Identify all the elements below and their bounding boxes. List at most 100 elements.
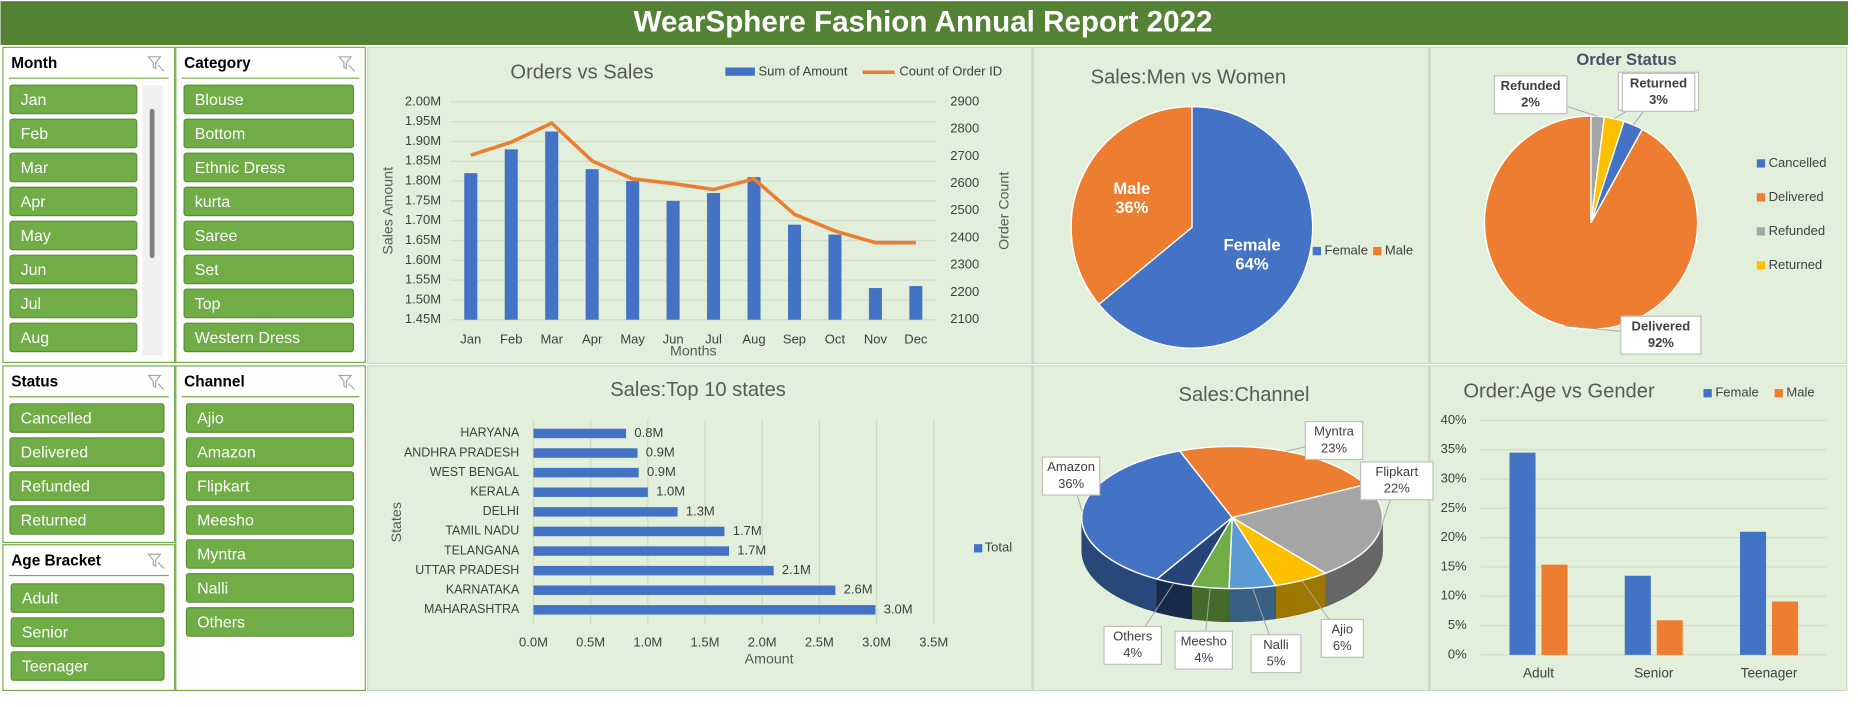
slicer-button[interactable]	[9, 505, 165, 535]
y-tick-label: 25%	[1441, 500, 1467, 515]
y-tick-label: DELHI	[483, 504, 520, 518]
y-tick-label: 35%	[1441, 441, 1467, 456]
y-tick-label: 1.65M	[405, 232, 441, 247]
slicer-button[interactable]	[183, 322, 355, 353]
y-tick-label: HARYANA	[460, 426, 520, 440]
slicer-button[interactable]	[185, 539, 355, 569]
data-label-box	[1621, 72, 1696, 112]
bar	[1509, 452, 1536, 655]
slicer-button[interactable]	[185, 403, 355, 433]
y2-tick-label: 2400	[950, 229, 979, 244]
y2-tick-label: 2700	[950, 148, 979, 163]
x-tick-label: 0.0M	[519, 634, 548, 649]
data-label-box	[1041, 456, 1101, 496]
bar	[828, 234, 842, 320]
data-label-box	[1320, 618, 1364, 658]
bar	[533, 448, 638, 458]
data-label-value: 5%	[1267, 653, 1286, 668]
slicer-item: Delivered	[21, 444, 88, 461]
bar	[533, 546, 730, 556]
clear-filter-x	[157, 383, 165, 391]
slicer-item: Bottom	[195, 126, 246, 143]
data-label-name: Returned	[1630, 76, 1687, 91]
slicer-button[interactable]	[9, 254, 138, 285]
slicer-item: Flipkart	[197, 478, 250, 495]
slicer-button[interactable]	[185, 437, 355, 467]
slicer-button[interactable]	[183, 186, 355, 217]
slicer-button[interactable]	[9, 118, 138, 149]
slicer-button[interactable]	[10, 617, 165, 647]
x-tick-label: Jan	[460, 331, 481, 346]
slicer-button[interactable]	[183, 254, 355, 285]
data-label-value: 36%	[1115, 198, 1148, 217]
slicer-button[interactable]	[9, 220, 138, 251]
x-tick-label: Mar	[541, 331, 564, 346]
slicer-button[interactable]	[185, 573, 355, 603]
slicer-button[interactable]	[185, 471, 355, 501]
slicer-button[interactable]	[183, 220, 355, 251]
slicer-button[interactable]	[9, 288, 138, 319]
slicer-item: kurta	[195, 194, 231, 211]
legend-swatch	[1774, 389, 1783, 398]
slicer-item: Amazon	[197, 444, 256, 461]
slicer-item: Saree	[195, 228, 238, 245]
report-title: WearSphere Fashion Annual Report 2022	[634, 5, 1213, 38]
slicer-button[interactable]	[9, 471, 165, 501]
x-axis-title: Amount	[745, 651, 794, 667]
y-tick-label: 1.45M	[405, 311, 441, 326]
y-axis-title: Sales Amount	[381, 167, 397, 255]
y-tick-label: 1.85M	[405, 153, 441, 168]
y-tick-label: 1.80M	[405, 173, 441, 188]
y-tick-label: TELANGANA	[444, 543, 520, 557]
x-tick-label: Teenager	[1741, 665, 1798, 680]
slicer-button[interactable]	[9, 322, 138, 353]
y2-tick-label: 2300	[950, 257, 979, 272]
legend-label: Total	[985, 540, 1013, 555]
legend-swatch	[1756, 193, 1766, 202]
slicer-button[interactable]	[10, 583, 165, 613]
legend-swatch	[725, 67, 755, 76]
chart-title: Order Status	[1576, 50, 1676, 69]
x-tick-label: 1.5M	[691, 634, 720, 649]
data-label-value: 3%	[1649, 92, 1668, 107]
slicer-button[interactable]	[185, 607, 355, 637]
slicer-button[interactable]	[183, 84, 355, 115]
slicer-item: Meesho	[197, 512, 254, 529]
data-label: 1.0M	[656, 484, 685, 499]
slicer-button[interactable]	[10, 651, 165, 681]
slicer-button[interactable]	[183, 118, 355, 149]
data-label-value: 23%	[1321, 440, 1347, 455]
y2-tick-label: 2100	[950, 311, 979, 326]
slicer-title: Age Bracket	[11, 552, 101, 569]
slicer-button[interactable]	[9, 186, 138, 217]
slicer-button[interactable]	[9, 152, 138, 183]
y-tick-label: UTTAR PRADESH	[415, 563, 519, 577]
clear-filter-icon	[147, 553, 162, 568]
chart-title: Sales:Channel	[1179, 384, 1310, 406]
clear-filter-x	[157, 64, 165, 72]
y-tick-label: 1.95M	[405, 113, 441, 128]
slicer-button[interactable]	[9, 403, 165, 433]
data-label-name: Myntra	[1314, 424, 1355, 439]
data-label-box	[1174, 630, 1233, 670]
slicer-button[interactable]	[183, 152, 355, 183]
y2-tick-label: 2800	[950, 121, 979, 136]
slicer-item: Top	[195, 296, 221, 313]
bar	[533, 428, 627, 439]
slicer-item: Set	[195, 262, 220, 279]
x-tick-label: 2.0M	[748, 634, 777, 649]
slicer-item: Jul	[21, 296, 41, 313]
slicer-item: Ajio	[197, 410, 224, 427]
x-tick-label: 1.0M	[633, 634, 662, 649]
legend-swatch	[974, 544, 983, 553]
x-tick-label: Feb	[500, 331, 522, 346]
slicer-button[interactable]	[9, 437, 165, 467]
clear-filter-icon	[338, 374, 353, 389]
slicer-button[interactable]	[185, 505, 355, 535]
bar	[787, 224, 802, 320]
slicer-button[interactable]	[183, 288, 355, 319]
slicer-item: Nalli	[197, 580, 228, 597]
slicer-button[interactable]	[9, 84, 138, 115]
data-label-name: Refunded	[1501, 78, 1561, 93]
data-label-name: Flipkart	[1375, 464, 1418, 479]
